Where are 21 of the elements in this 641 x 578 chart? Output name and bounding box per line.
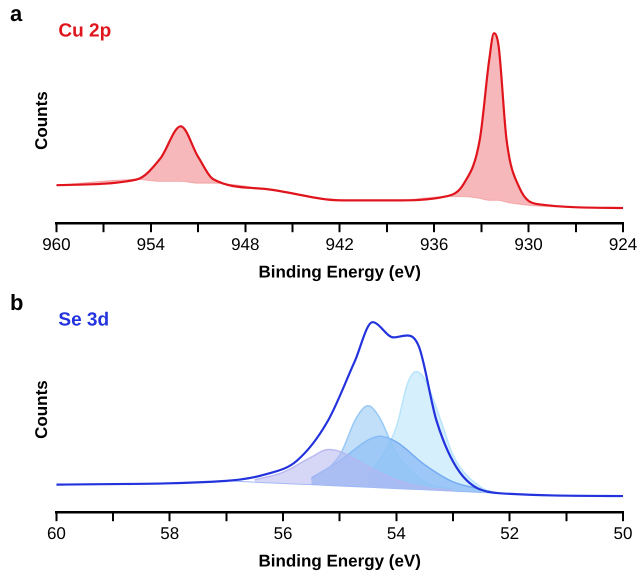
x-tick-label: 60	[46, 524, 66, 544]
x-tick-label: 56	[274, 524, 292, 544]
x-tick-label: 930	[514, 235, 543, 254]
x-tick-label: 948	[231, 235, 260, 254]
x-tick-label: 942	[326, 235, 354, 254]
x-axis-title: Binding Energy (eV)	[258, 262, 421, 282]
text: a	[10, 1, 23, 26]
x-tick-label: 960	[42, 235, 71, 254]
x-tick-label: 52	[500, 524, 520, 544]
x-tick-label: 936	[420, 235, 448, 254]
text: Se 3d	[58, 310, 110, 331]
x-tick-label: 954	[136, 235, 166, 254]
x-tick-label: 924	[608, 235, 638, 254]
x-tick-label: 50	[614, 524, 632, 544]
x-tick-label: 58	[160, 524, 180, 544]
x-axis-title: Binding Energy (eV)	[258, 551, 421, 570]
text: b	[10, 290, 24, 316]
text: Cu 2p	[58, 20, 112, 42]
x-tick-label: 54	[386, 524, 406, 544]
y-axis-title: Counts	[32, 380, 51, 439]
y-axis-title: Counts	[32, 91, 51, 150]
